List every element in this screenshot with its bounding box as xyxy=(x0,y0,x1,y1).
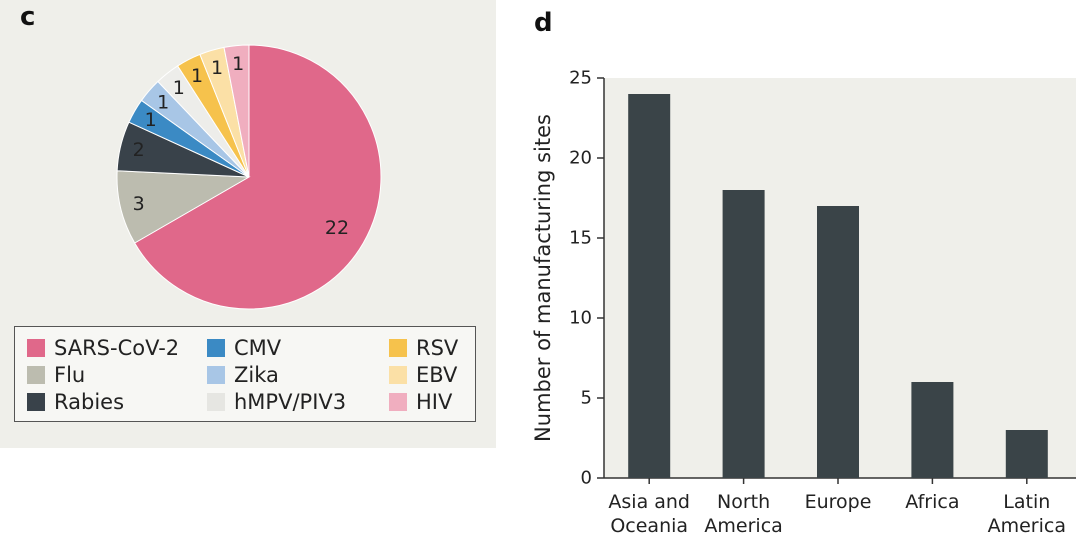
legend-swatch xyxy=(207,339,225,357)
legend-item: hMPV/PIV3 xyxy=(207,389,346,415)
y-tick-label: 10 xyxy=(569,308,592,329)
x-tick-label: North America xyxy=(704,491,782,537)
pie-slice-label: 1 xyxy=(173,77,185,99)
legend-swatch xyxy=(27,366,45,384)
legend-label: Zika xyxy=(234,363,279,387)
legend-item: Flu xyxy=(27,362,85,388)
bar-chart: 0 5 10 15 20 25 Number of manufacturing sites A… xyxy=(531,68,1076,537)
bar xyxy=(911,382,954,478)
legend-label: Flu xyxy=(54,363,86,387)
y-tick-label: 0 xyxy=(581,468,592,489)
pie-legend: SARS-CoV-2 Flu Rabies CMV Zika hMPV/PIV3 RSV EB… xyxy=(14,326,476,422)
pie-slice-label: 1 xyxy=(232,53,244,75)
x-tick-label: Europe xyxy=(805,491,872,513)
pie-slice-label: 1 xyxy=(145,109,157,131)
bar xyxy=(1005,430,1048,478)
legend-label: EBV xyxy=(416,363,458,387)
legend-label: Rabies xyxy=(54,390,125,414)
legend-item: Rabies xyxy=(27,389,124,415)
legend-item: RSV xyxy=(389,335,458,361)
legend-swatch xyxy=(389,366,407,384)
legend-swatch xyxy=(389,393,407,411)
legend-item: Zika xyxy=(207,362,279,388)
y-tick-label: 25 xyxy=(569,68,592,89)
bar xyxy=(817,206,859,478)
panel-label-d: d xyxy=(534,8,553,38)
legend-swatch xyxy=(389,339,407,357)
x-tick-label: Africa xyxy=(905,491,959,513)
legend-label: HIV xyxy=(416,390,453,414)
pie-slice-label: 1 xyxy=(211,57,223,79)
legend-swatch xyxy=(207,366,225,384)
legend-item: CMV xyxy=(207,335,281,361)
panel-label-c: c xyxy=(20,2,36,32)
legend-swatch xyxy=(27,393,45,411)
legend-label: hMPV/PIV3 xyxy=(234,390,347,414)
legend-label: CMV xyxy=(234,336,282,360)
y-axis-label: Number of manufacturing sites xyxy=(531,114,555,442)
pie-slice-label: 1 xyxy=(157,92,169,114)
legend-item: HIV xyxy=(389,389,452,415)
bar xyxy=(722,190,765,478)
pie-slice-label: 1 xyxy=(191,65,203,87)
legend-item: SARS-CoV-2 xyxy=(27,335,179,361)
pie-slice-label: 2 xyxy=(133,139,145,161)
x-tick-label: Latin America xyxy=(988,491,1066,537)
bar xyxy=(628,94,671,478)
legend-swatch xyxy=(207,393,225,411)
legend-swatch xyxy=(27,339,45,357)
y-tick-label: 20 xyxy=(569,148,592,169)
x-tick-label: Asia and Oceania xyxy=(608,491,690,537)
y-tick-label: 15 xyxy=(569,228,592,249)
pie-slice-label: 3 xyxy=(133,193,145,215)
legend-item: EBV xyxy=(389,362,457,388)
pie-slice-sars-cov-2 xyxy=(133,44,382,310)
pie-slice-label: 22 xyxy=(325,217,349,239)
legend-label: RSV xyxy=(416,336,459,360)
y-tick-label: 5 xyxy=(581,388,592,409)
legend-label: SARS-CoV-2 xyxy=(54,336,180,360)
pie-slice-hiv xyxy=(223,44,250,178)
